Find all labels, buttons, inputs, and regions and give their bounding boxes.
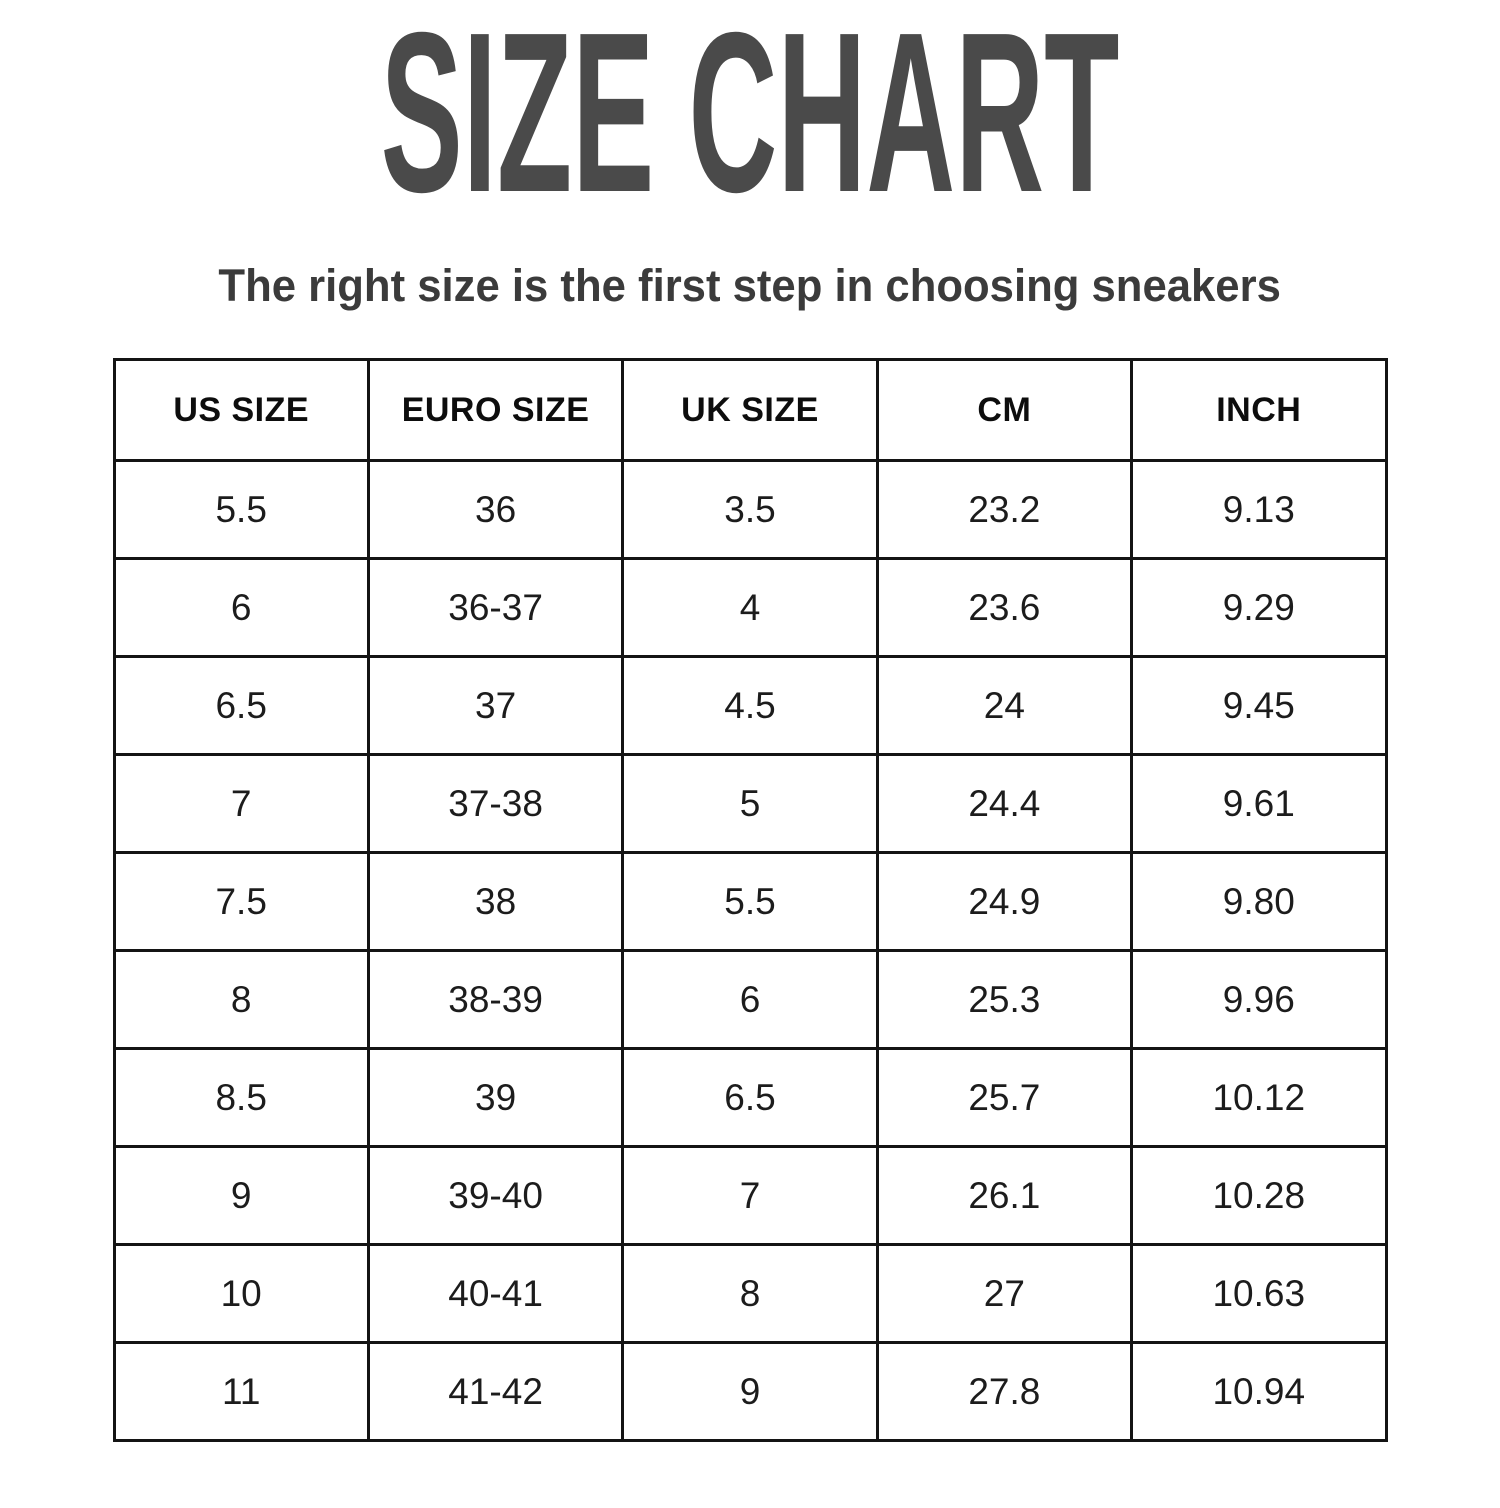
table-cell: 10.63 [1130, 1243, 1388, 1344]
column-header: CM [875, 358, 1134, 462]
table-cell: 10 [112, 1243, 370, 1344]
table-cell: 24.9 [875, 851, 1134, 952]
table-cell: 38-39 [366, 949, 625, 1050]
size-table-container: US SIZE EURO SIZE UK SIZE CM INCH 5.5 36 3.5 23… [112, 358, 1388, 1442]
table-cell: 9.80 [1130, 851, 1388, 952]
table-row: 9 39-40 7 26.1 10.28 [112, 1145, 1388, 1246]
table-cell: 9.13 [1130, 459, 1388, 560]
table-cell: 9 [112, 1145, 370, 1246]
table-cell: 10.28 [1130, 1145, 1388, 1246]
table-cell: 25.3 [875, 949, 1134, 1050]
table-row: 11 41-42 9 27.8 10.94 [112, 1341, 1388, 1442]
table-cell: 37-38 [366, 753, 625, 854]
column-header: INCH [1130, 358, 1388, 462]
table-cell: 8.5 [112, 1047, 370, 1148]
table-cell: 25.7 [875, 1047, 1134, 1148]
table-cell: 24 [875, 655, 1134, 756]
table-cell: 5.5 [112, 459, 370, 560]
table-row: 8 38-39 6 25.3 9.96 [112, 949, 1388, 1050]
table-cell: 27 [875, 1243, 1134, 1344]
table-cell: 10.12 [1130, 1047, 1388, 1148]
column-header: US SIZE [112, 358, 370, 462]
subtitle-container: The right size is the first step in choo… [0, 260, 1500, 312]
table-cell: 10.94 [1130, 1341, 1388, 1442]
table-row: 10 40-41 8 27 10.63 [112, 1243, 1388, 1344]
table-row: 7.5 38 5.5 24.9 9.80 [112, 851, 1388, 952]
table-cell: 9.29 [1130, 557, 1388, 658]
table-row: 6.5 37 4.5 24 9.45 [112, 655, 1388, 756]
table-cell: 7.5 [112, 851, 370, 952]
table-cell: 23.2 [875, 459, 1134, 560]
column-header: UK SIZE [621, 358, 879, 462]
table-cell: 4 [621, 557, 879, 658]
table-row: 7 37-38 5 24.4 9.61 [112, 753, 1388, 854]
table-cell: 6.5 [112, 655, 370, 756]
table-cell: 7 [621, 1145, 879, 1246]
table-cell: 5.5 [621, 851, 879, 952]
table-cell: 11 [112, 1341, 370, 1442]
table-cell: 40-41 [366, 1243, 625, 1344]
table-row: 8.5 39 6.5 25.7 10.12 [112, 1047, 1388, 1148]
size-table-body: 5.5 36 3.5 23.2 9.13 6 36-37 4 23.6 9.29 6.5 37 4.5 2… [112, 459, 1388, 1442]
table-cell: 9 [621, 1341, 879, 1442]
table-cell: 8 [112, 949, 370, 1050]
column-header: EURO SIZE [366, 358, 625, 462]
table-cell: 6 [621, 949, 879, 1050]
table-cell: 7 [112, 753, 370, 854]
table-row: 5.5 36 3.5 23.2 9.13 [112, 459, 1388, 560]
table-cell: 8 [621, 1243, 879, 1344]
table-header-row: US SIZE EURO SIZE UK SIZE CM INCH [112, 358, 1388, 462]
table-cell: 39 [366, 1047, 625, 1148]
size-table-head: US SIZE EURO SIZE UK SIZE CM INCH [112, 358, 1388, 462]
table-cell: 6.5 [621, 1047, 879, 1148]
table-cell: 41-42 [366, 1341, 625, 1442]
table-cell: 26.1 [875, 1145, 1134, 1246]
table-cell: 9.61 [1130, 753, 1388, 854]
table-cell: 23.6 [875, 557, 1134, 658]
page-title: SIZE CHART [380, 0, 1120, 240]
table-cell: 38 [366, 851, 625, 952]
table-cell: 24.4 [875, 753, 1134, 854]
table-cell: 9.96 [1130, 949, 1388, 1050]
table-cell: 27.8 [875, 1341, 1134, 1442]
page-subtitle: The right size is the first step in choo… [218, 260, 1282, 311]
table-row: 6 36-37 4 23.6 9.29 [112, 557, 1388, 658]
table-cell: 37 [366, 655, 625, 756]
table-cell: 5 [621, 753, 879, 854]
table-cell: 9.45 [1130, 655, 1388, 756]
table-cell: 6 [112, 557, 370, 658]
table-cell: 36-37 [366, 557, 625, 658]
table-cell: 39-40 [366, 1145, 625, 1246]
table-cell: 36 [366, 459, 625, 560]
size-table: US SIZE EURO SIZE UK SIZE CM INCH 5.5 36 3.5 23… [112, 358, 1388, 1442]
table-cell: 3.5 [621, 459, 879, 560]
title-container: SIZE CHART [0, 0, 1500, 227]
table-cell: 4.5 [621, 655, 879, 756]
